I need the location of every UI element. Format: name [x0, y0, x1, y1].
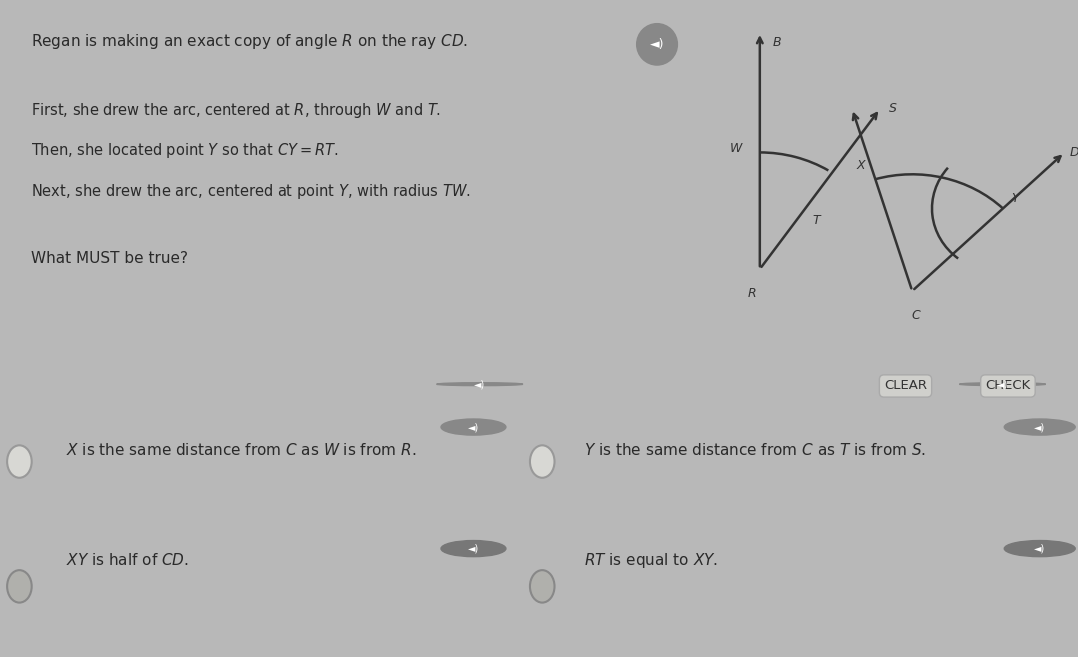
- Text: $X$ is the same distance from $C$ as $W$ is from $R$.: $X$ is the same distance from $C$ as $W$…: [66, 442, 416, 458]
- Text: $S$: $S$: [888, 102, 898, 115]
- Text: $C$: $C$: [911, 309, 922, 322]
- Circle shape: [637, 24, 677, 65]
- Text: ◄): ◄): [468, 422, 479, 432]
- Text: ◄): ◄): [997, 379, 1008, 389]
- Text: $W$: $W$: [729, 143, 744, 155]
- Text: ◄): ◄): [1034, 422, 1046, 432]
- Text: $RT$ is equal to $XY$.: $RT$ is equal to $XY$.: [584, 551, 718, 570]
- Circle shape: [441, 419, 506, 435]
- Text: CHECK: CHECK: [985, 380, 1031, 392]
- Circle shape: [530, 570, 554, 602]
- Text: $XY$ is half of $CD$.: $XY$ is half of $CD$.: [66, 552, 189, 568]
- Circle shape: [959, 383, 1046, 386]
- Text: What MUST be true?: What MUST be true?: [31, 251, 189, 266]
- Circle shape: [530, 445, 554, 478]
- Circle shape: [437, 383, 523, 386]
- Circle shape: [1005, 541, 1075, 556]
- Circle shape: [8, 570, 31, 602]
- Text: $B$: $B$: [772, 35, 782, 49]
- Text: ◄): ◄): [468, 543, 479, 554]
- Text: First, she drew the arc, centered at $R$, through $W$ and $T$.: First, she drew the arc, centered at $R$…: [31, 101, 442, 120]
- Text: $T$: $T$: [812, 214, 823, 227]
- Text: Next, she drew the arc, centered at point $Y$, with radius $TW$.: Next, she drew the arc, centered at poin…: [31, 181, 471, 200]
- Text: $R$: $R$: [747, 287, 757, 300]
- Text: $X$: $X$: [856, 159, 868, 172]
- Circle shape: [441, 541, 506, 556]
- Text: $Y$: $Y$: [1011, 192, 1022, 205]
- Text: ◄): ◄): [474, 379, 485, 389]
- Text: ◄): ◄): [650, 38, 664, 51]
- Text: $D$: $D$: [1068, 146, 1078, 159]
- Circle shape: [8, 445, 31, 478]
- Text: $Y$ is the same distance from $C$ as $T$ is from $S$.: $Y$ is the same distance from $C$ as $T$…: [584, 442, 926, 458]
- Text: Regan is making an exact copy of angle $R$ on the ray $CD$.: Regan is making an exact copy of angle $…: [31, 32, 469, 51]
- Text: CLEAR: CLEAR: [884, 380, 927, 392]
- Text: Then, she located point $Y$ so that $CY = RT$.: Then, she located point $Y$ so that $CY …: [31, 141, 338, 160]
- Circle shape: [1005, 419, 1075, 435]
- Text: ◄): ◄): [1034, 543, 1046, 554]
